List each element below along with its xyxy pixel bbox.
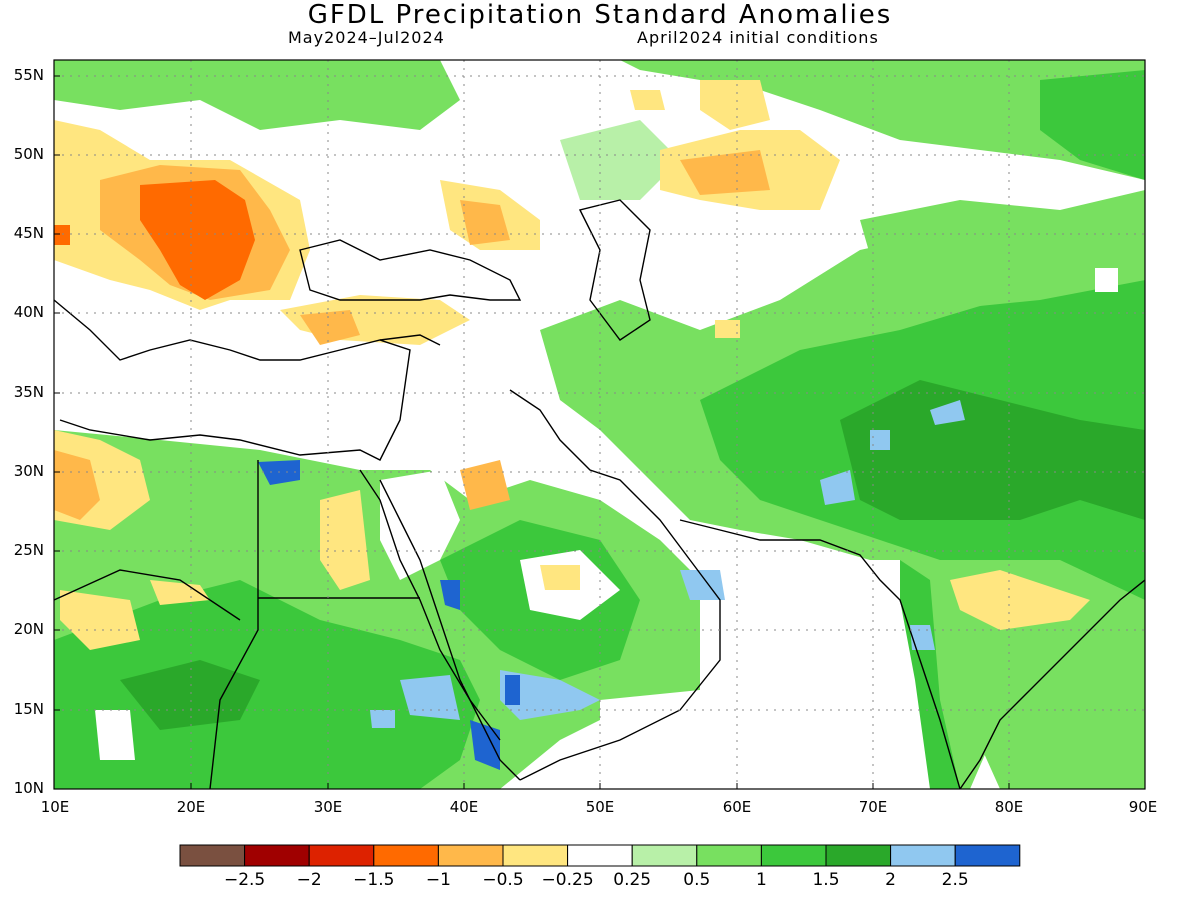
colorbar-label: −0.25: [541, 870, 594, 890]
colorbar-swatch: [179, 844, 246, 867]
lat-label-15n: 15N: [13, 700, 44, 718]
lat-label-45n: 45N: [13, 224, 44, 242]
lon-label-90e: 90E: [1128, 798, 1158, 816]
colorbar-label: −1: [425, 870, 451, 890]
colorbar-label: −1.5: [353, 870, 395, 890]
colorbar-label: −0.5: [482, 870, 524, 890]
lon-label-40e: 40E: [449, 798, 479, 816]
colorbar-swatch: [954, 844, 1021, 867]
lon-label-10e: 10E: [40, 798, 70, 816]
lon-label-60e: 60E: [722, 798, 752, 816]
colorbar-swatch: [308, 844, 375, 867]
lat-label-55n: 55N: [13, 66, 44, 84]
colorbar-swatch: [502, 844, 569, 867]
lon-label-20e: 20E: [176, 798, 206, 816]
colorbar-label: 2: [885, 870, 897, 890]
map-title: GFDL Precipitation Standard Anomalies: [307, 0, 893, 30]
lon-label-30e: 30E: [313, 798, 343, 816]
colorbar-label: 2.5: [941, 870, 969, 890]
lat-label-40n: 40N: [13, 303, 44, 321]
colorbar-label: 0.25: [613, 870, 652, 890]
lat-label-50n: 50N: [13, 145, 44, 163]
initial-conditions: April2024 initial conditions: [637, 28, 879, 47]
colorbar-label: 1: [755, 870, 767, 890]
colorbar-label: 0.5: [683, 870, 711, 890]
colorbar-swatch: [373, 844, 439, 867]
lat-label-10n: 10N: [13, 779, 44, 797]
colorbar-swatch: [760, 844, 827, 867]
lat-label-20n: 20N: [13, 620, 44, 638]
colorbar-swatch: [631, 844, 698, 867]
colorbar-label: 1.5: [812, 870, 840, 890]
colorbar-swatch: [696, 844, 762, 867]
anomaly-field: [54, 60, 1145, 789]
lat-label-30n: 30N: [13, 462, 44, 480]
colorbar-label: −2.5: [223, 870, 266, 890]
colorbar-swatch: [567, 844, 633, 867]
lon-label-80e: 80E: [994, 798, 1024, 816]
colorbar-swatch: [890, 844, 956, 867]
colorbar-swatch: [437, 844, 504, 867]
lat-label-35n: 35N: [13, 383, 44, 401]
colorbar-swatch: [825, 844, 892, 867]
lon-label-50e: 50E: [585, 798, 615, 816]
lon-label-70e: 70E: [858, 798, 888, 816]
colorbar-label: −2: [296, 870, 322, 890]
lat-label-25n: 25N: [13, 541, 44, 559]
forecast-period: May2024–Jul2024: [288, 28, 445, 47]
colorbar-swatch: [244, 844, 310, 867]
colorbar: [179, 844, 1021, 867]
